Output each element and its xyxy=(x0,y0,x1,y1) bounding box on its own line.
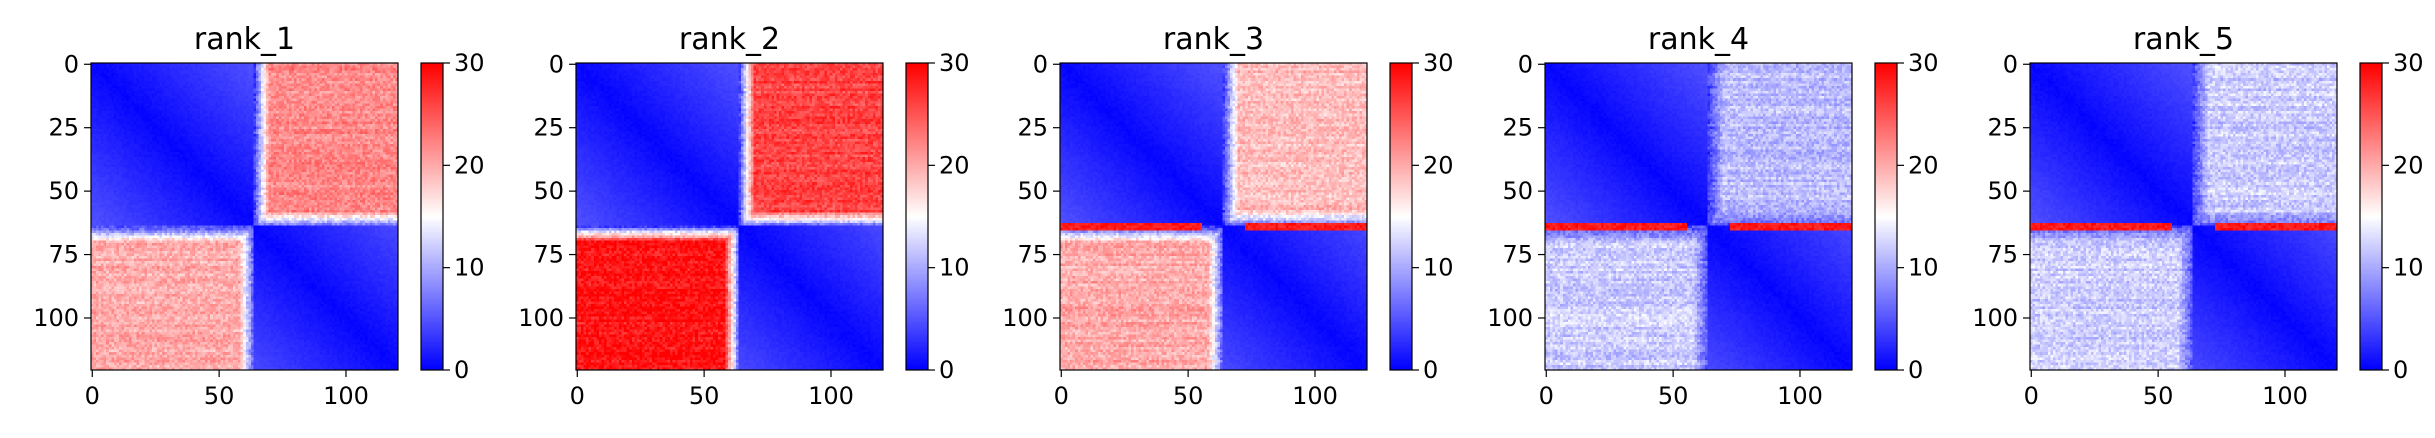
y-tick-label: 0 xyxy=(1033,50,1048,78)
y-tick-label: 75 xyxy=(1017,241,1048,269)
colorbar xyxy=(421,63,443,370)
y-tick-label: 100 xyxy=(1972,304,2018,332)
plot-frame xyxy=(90,62,399,371)
colorbar-tick-label: 20 xyxy=(939,151,970,179)
colorbar-tick-label: 0 xyxy=(454,356,469,384)
colorbar-tick-label: 0 xyxy=(939,356,954,384)
x-tick-label: 100 xyxy=(808,382,854,410)
colorbar-tick-label: 20 xyxy=(1908,151,1939,179)
y-tick-label: 25 xyxy=(533,114,564,142)
colorbar-frame xyxy=(420,62,444,371)
y-tick-label: 75 xyxy=(1987,241,2018,269)
y-tick-label: 100 xyxy=(33,304,79,332)
x-tick-label: 0 xyxy=(2024,382,2039,410)
x-tick-label: 0 xyxy=(1054,382,1069,410)
colorbar-tick-label: 30 xyxy=(454,49,485,77)
colorbar xyxy=(906,63,928,370)
x-tick-label: 50 xyxy=(204,382,235,410)
heatmap-panel-1: rank_1 0 50 100 0 25 50 75 100 0 10 20 30 xyxy=(33,22,484,410)
x-tick-label: 100 xyxy=(2262,382,2308,410)
colorbar-tick-label: 10 xyxy=(1423,254,1454,282)
y-tick-label: 50 xyxy=(1502,177,1533,205)
colorbar-tick-label: 30 xyxy=(939,49,970,77)
heatmap-panel-5: rank_5 0 50 100 0 25 50 75 100 0 10 20 30 xyxy=(1972,22,2423,410)
y-tick-label: 25 xyxy=(1502,114,1533,142)
colorbar-tick-label: 0 xyxy=(1423,356,1438,384)
colorbar xyxy=(2360,63,2382,370)
y-tick-label: 0 xyxy=(2003,50,2018,78)
x-tick-label: 50 xyxy=(2143,382,2174,410)
panel-title: rank_5 xyxy=(2133,22,2234,57)
panel-title: rank_2 xyxy=(679,22,780,57)
colorbar-frame xyxy=(1874,62,1898,371)
plot-frame xyxy=(1544,62,1853,371)
panel-title: rank_1 xyxy=(194,22,295,57)
y-tick-label: 50 xyxy=(1017,177,1048,205)
colorbar xyxy=(1390,63,1412,370)
heatmap-image xyxy=(1545,63,1852,370)
colorbar-tick-label: 20 xyxy=(2393,151,2424,179)
colorbar xyxy=(1875,63,1897,370)
y-tick-label: 50 xyxy=(48,177,79,205)
heatmap-panel-4: rank_4 0 50 100 0 25 50 75 100 0 10 20 30 xyxy=(1487,22,1938,410)
colorbar-tick-label: 10 xyxy=(939,254,970,282)
x-tick-label: 50 xyxy=(1173,382,1204,410)
colorbar-tick-label: 10 xyxy=(1908,254,1939,282)
colorbar-frame xyxy=(2359,62,2383,371)
y-tick-label: 0 xyxy=(1518,50,1533,78)
x-tick-label: 100 xyxy=(1777,382,1823,410)
y-tick-label: 75 xyxy=(533,241,564,269)
plot-frame xyxy=(1059,62,1368,371)
x-tick-label: 50 xyxy=(689,382,720,410)
y-tick-label: 0 xyxy=(549,50,564,78)
y-tick-label: 100 xyxy=(1002,304,1048,332)
x-tick-label: 0 xyxy=(570,382,585,410)
y-tick-label: 75 xyxy=(1502,241,1533,269)
x-tick-label: 50 xyxy=(1658,382,1689,410)
y-tick-label: 100 xyxy=(518,304,564,332)
colorbar-frame xyxy=(905,62,929,371)
y-tick-label: 25 xyxy=(48,114,79,142)
colorbar-tick-label: 30 xyxy=(2393,49,2424,77)
colorbar-frame xyxy=(1389,62,1413,371)
colorbar-tick-label: 30 xyxy=(1908,49,1939,77)
colorbar-tick-label: 0 xyxy=(2393,356,2408,384)
panel-title: rank_4 xyxy=(1648,22,1749,57)
colorbar-tick-label: 10 xyxy=(2393,254,2424,282)
plot-frame xyxy=(2029,62,2338,371)
y-tick-label: 50 xyxy=(533,177,564,205)
x-tick-label: 0 xyxy=(85,382,100,410)
x-tick-label: 100 xyxy=(323,382,369,410)
colorbar-tick-label: 0 xyxy=(1908,356,1923,384)
y-tick-label: 75 xyxy=(48,241,79,269)
panel-title: rank_3 xyxy=(1163,22,1264,57)
colorbar-tick-label: 20 xyxy=(454,151,485,179)
colorbar-tick-label: 20 xyxy=(1423,151,1454,179)
heatmap-panel-3: rank_3 0 50 100 0 25 50 75 100 0 10 20 30 xyxy=(1002,22,1453,410)
x-tick-label: 0 xyxy=(1539,382,1554,410)
plot-frame xyxy=(575,62,884,371)
y-tick-label: 25 xyxy=(1017,114,1048,142)
y-tick-label: 25 xyxy=(1987,114,2018,142)
heatmap-panel-2: rank_2 0 50 100 0 25 50 75 100 0 10 20 30 xyxy=(518,22,969,410)
x-tick-label: 100 xyxy=(1292,382,1338,410)
heatmap-image xyxy=(576,63,883,370)
colorbar-tick-label: 30 xyxy=(1423,49,1454,77)
y-tick-label: 0 xyxy=(64,50,79,78)
y-tick-label: 100 xyxy=(1487,304,1533,332)
colorbar-tick-label: 10 xyxy=(454,254,485,282)
heatmap-image xyxy=(1060,63,1367,370)
y-tick-label: 50 xyxy=(1987,177,2018,205)
heatmap-image xyxy=(91,63,398,370)
heatmap-image xyxy=(2030,63,2337,370)
